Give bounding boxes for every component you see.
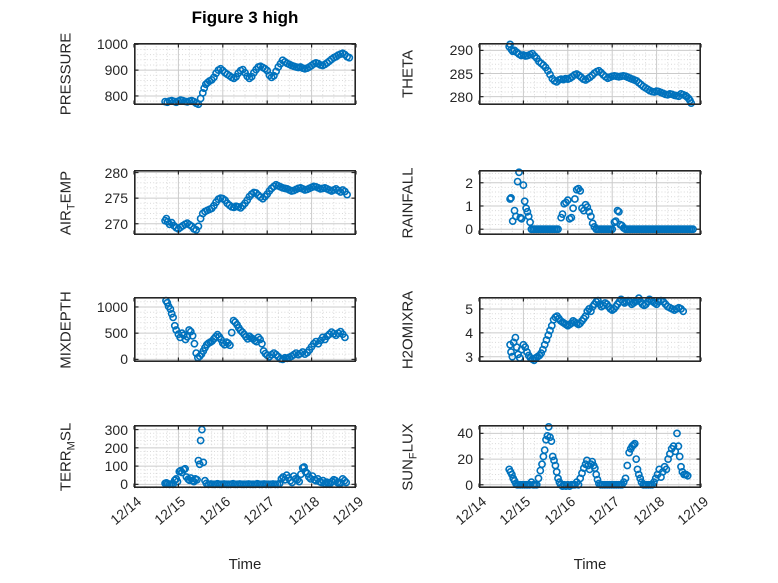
y-tick-label: 0 bbox=[120, 351, 128, 368]
y-axis-label-text: THETA bbox=[399, 49, 417, 99]
y-tick-label: 270 bbox=[104, 215, 128, 232]
y-tick-label: 1 bbox=[465, 197, 473, 214]
y-tick-label: 280 bbox=[449, 88, 473, 105]
y-axis-label-terr-msl: TERRMSL bbox=[57, 422, 78, 491]
subplot-air-temp bbox=[133, 170, 357, 236]
y-axis-label-mixdepth: MIXDEPTH bbox=[58, 291, 75, 369]
axes-border bbox=[479, 43, 701, 106]
y-tick-label: 300 bbox=[104, 421, 128, 438]
minor-grid bbox=[479, 170, 701, 235]
y-axis-label-text: SL bbox=[57, 422, 75, 441]
x-axis-label-left: Time bbox=[228, 556, 262, 573]
scatter-series bbox=[161, 425, 351, 489]
y-tick-label: 0 bbox=[120, 476, 128, 493]
y-tick-label: 285 bbox=[449, 65, 473, 82]
tick-marks bbox=[133, 298, 357, 361]
y-tick-label: 100 bbox=[104, 458, 128, 475]
tick-marks bbox=[478, 44, 702, 104]
y-tick-label: 20 bbox=[457, 451, 473, 468]
y-tick-label: 4 bbox=[465, 324, 473, 341]
subplot-theta bbox=[478, 40, 702, 107]
y-axis-label-text: PRESSURE bbox=[57, 32, 75, 116]
y-tick-label: 0 bbox=[465, 221, 473, 238]
subplot-mixdepth bbox=[133, 296, 357, 364]
subplot-sun-flux bbox=[478, 423, 702, 490]
y-axis-label-subscript: M bbox=[65, 440, 78, 450]
y-axis-label-text: H2OMIXRA bbox=[399, 290, 417, 369]
y-axis-label-subscript: T bbox=[65, 202, 78, 210]
y-axis-label-air-temp: AIRTEMP bbox=[57, 170, 78, 235]
y-axis-label-pressure: PRESSURE bbox=[58, 33, 75, 116]
y-axis-label-text: RAINFALL bbox=[399, 167, 417, 238]
axes-border bbox=[479, 425, 701, 489]
y-axis-label-h2omixra: H2OMIXRA bbox=[400, 290, 417, 368]
y-tick-label: 1000 bbox=[96, 298, 128, 315]
tick-marks bbox=[478, 298, 702, 361]
y-axis-label-text: LUX bbox=[399, 422, 417, 452]
axes-border bbox=[479, 297, 701, 363]
subplot-rainfall bbox=[478, 168, 702, 236]
y-tick-label: 0 bbox=[465, 476, 473, 493]
y-tick-label: 900 bbox=[104, 62, 128, 79]
scatter-series bbox=[161, 180, 351, 234]
minor-grid bbox=[479, 297, 701, 363]
y-tick-label: 5 bbox=[465, 300, 473, 317]
tick-marks bbox=[133, 43, 357, 104]
x-axis-label-right: Time bbox=[573, 556, 607, 573]
y-tick-label: 1000 bbox=[96, 36, 128, 53]
figure-title: Figure 3 high bbox=[191, 8, 299, 27]
y-tick-label: 275 bbox=[104, 190, 128, 207]
axes-border bbox=[479, 170, 701, 236]
y-axis-label-text: TERR bbox=[57, 449, 75, 491]
y-tick-label: 2 bbox=[465, 174, 473, 191]
axes-border bbox=[134, 425, 356, 489]
tick-marks bbox=[478, 426, 702, 487]
y-tick-label: 290 bbox=[449, 42, 473, 59]
y-tick-label: 500 bbox=[104, 325, 128, 342]
scatter-series bbox=[506, 294, 688, 365]
y-axis-label-rainfall: RAINFALL bbox=[400, 167, 417, 238]
y-tick-label: 280 bbox=[104, 164, 128, 181]
y-tick-label: 3 bbox=[465, 348, 473, 365]
axes-border bbox=[134, 43, 356, 106]
y-tick-label: 40 bbox=[457, 425, 473, 442]
axes-border bbox=[134, 170, 356, 236]
y-tick-label: 800 bbox=[104, 87, 128, 104]
y-axis-label-sun-flux: SUNFLUX bbox=[399, 422, 420, 491]
scatter-series bbox=[505, 40, 696, 107]
tick-marks bbox=[478, 171, 702, 234]
y-axis-label-text: AIR bbox=[57, 209, 75, 235]
y-axis-label-text: EMP bbox=[57, 170, 75, 203]
subplot-terr-msl bbox=[133, 425, 357, 489]
scatter-series bbox=[161, 49, 354, 109]
tick-marks bbox=[133, 426, 357, 487]
subplot-pressure bbox=[133, 43, 357, 109]
y-axis-label-text: SUN bbox=[399, 458, 417, 491]
y-tick-label: 200 bbox=[104, 439, 128, 456]
subplot-h2omixra bbox=[478, 294, 702, 365]
major-grid bbox=[134, 170, 356, 235]
major-grid bbox=[134, 425, 356, 488]
y-axis-label-theta: THETA bbox=[400, 50, 417, 98]
tick-marks bbox=[133, 171, 357, 234]
y-axis-label-text: MIXDEPTH bbox=[57, 290, 75, 369]
scatter-series bbox=[506, 168, 697, 234]
minor-grid bbox=[134, 425, 356, 489]
axes-border bbox=[134, 297, 356, 363]
y-axis-label-subscript: F bbox=[407, 451, 420, 459]
